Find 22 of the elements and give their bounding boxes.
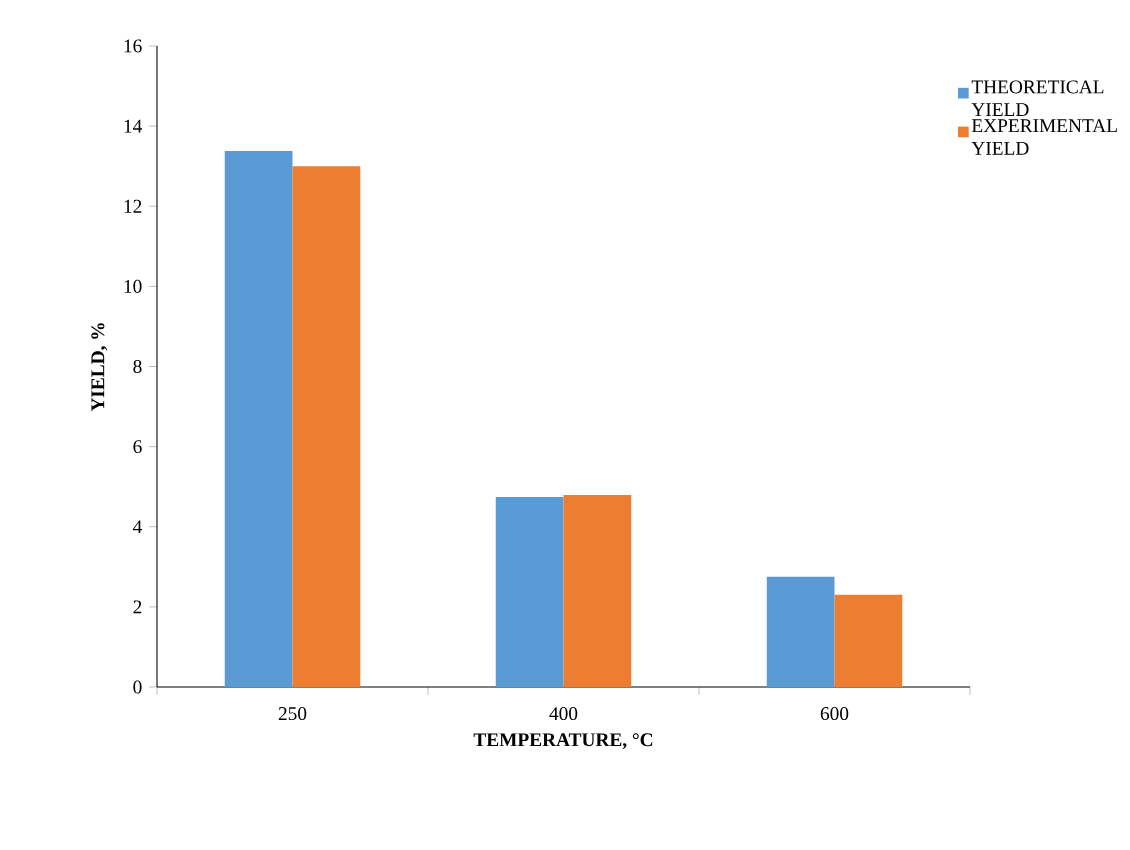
bar <box>224 150 293 687</box>
bar <box>495 497 564 687</box>
y-tick-label: 0 <box>133 680 142 694</box>
y-tick-label: 4 <box>133 520 142 534</box>
x-tick-label: 400 <box>549 707 578 721</box>
y-tick-label: 6 <box>133 440 142 454</box>
x-tick-label: 600 <box>820 707 849 721</box>
y-tick-label: 8 <box>133 359 142 374</box>
bar <box>766 576 835 687</box>
y-tick-label: 12 <box>124 199 142 213</box>
bar <box>292 166 361 687</box>
y-axis-title: YIELD, % <box>91 323 108 412</box>
bar <box>834 594 903 687</box>
bar <box>563 495 632 687</box>
y-tick-label: 2 <box>133 600 142 614</box>
legend-label: EXPERIMENTAL YIELD <box>971 119 1117 155</box>
x-axis-title: TEMPERATURE, °C <box>473 733 653 750</box>
y-tick-label: 14 <box>124 119 142 133</box>
y-tick-label: 10 <box>124 279 142 293</box>
legend-label: THEORETICAL YIELD <box>971 80 1104 116</box>
y-tick-label: 16 <box>124 39 142 53</box>
x-tick-label: 250 <box>278 707 307 721</box>
